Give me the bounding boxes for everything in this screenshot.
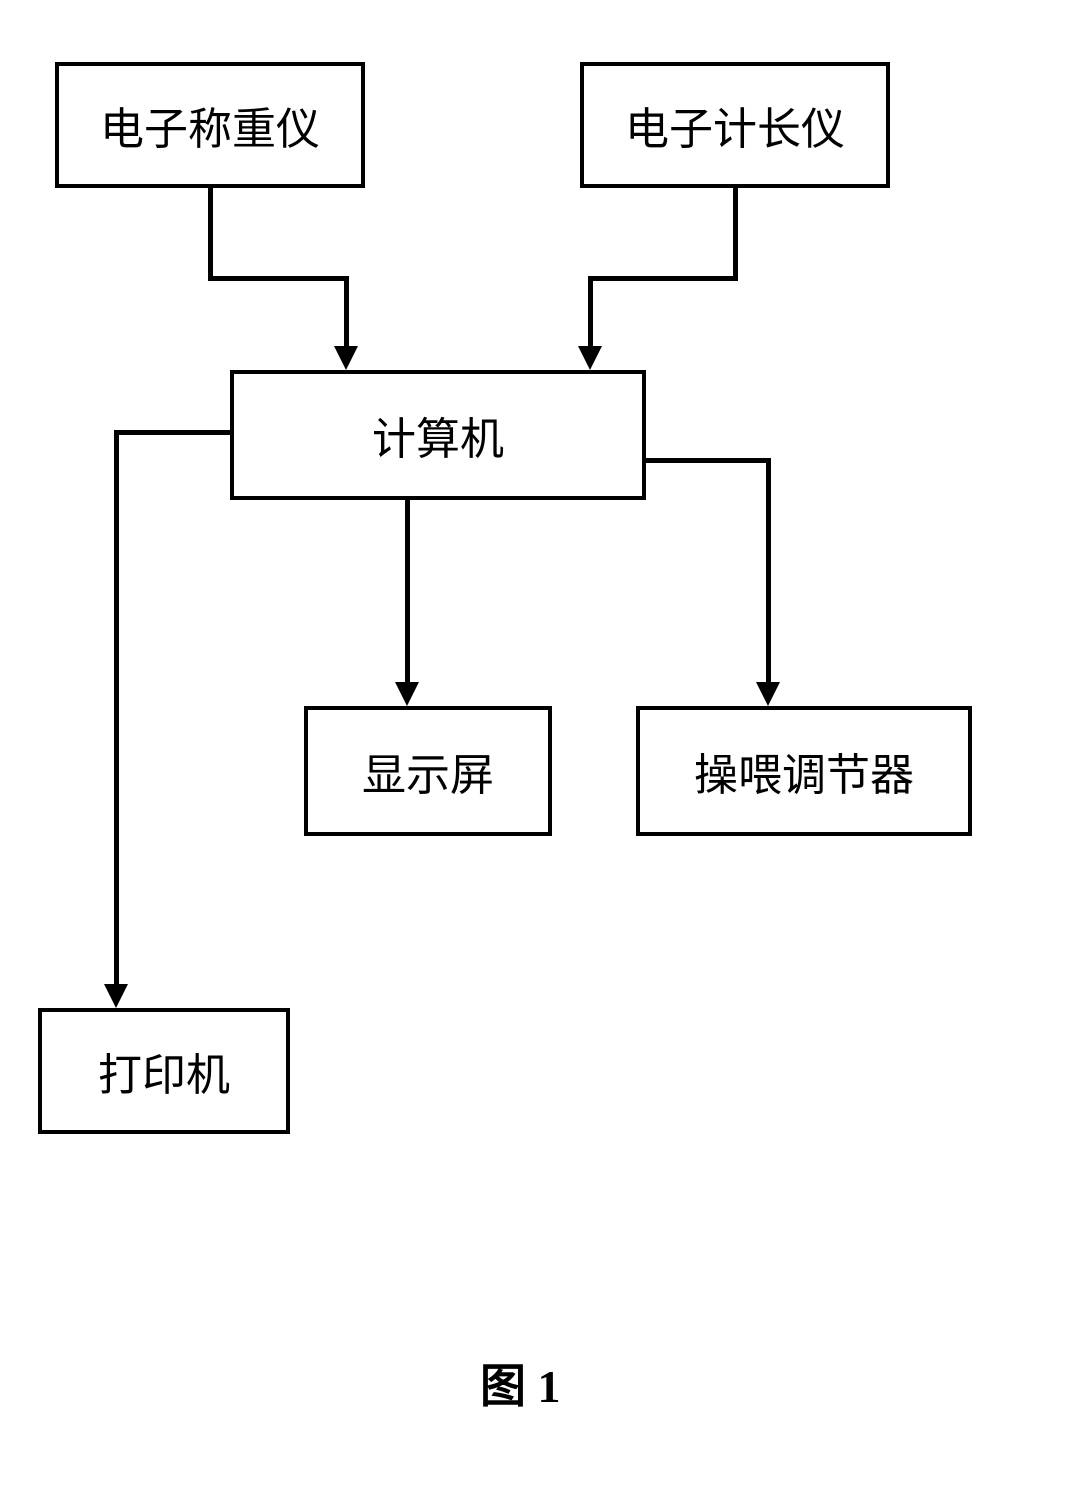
edge-weighing-computer	[344, 276, 349, 348]
node-regulator-label: 操喂调节器	[694, 739, 914, 803]
edge-weighing-computer	[208, 188, 213, 280]
edge-computer-display	[405, 500, 410, 684]
arrow-head-icon	[578, 346, 602, 370]
node-weighing-label: 电子称重仪	[100, 93, 320, 157]
edge-length-computer	[588, 276, 738, 281]
edge-computer-regulator	[766, 458, 771, 684]
edge-computer-printer	[114, 430, 119, 986]
node-display: 显示屏	[304, 706, 552, 836]
arrow-head-icon	[334, 346, 358, 370]
edge-length-computer	[733, 188, 738, 280]
edge-computer-regulator	[646, 458, 771, 463]
edge-computer-printer	[114, 430, 232, 435]
node-computer: 计算机	[230, 370, 646, 500]
node-length-label: 电子计长仪	[625, 93, 845, 157]
figure-caption: 图 1	[480, 1350, 561, 1416]
figure-caption-text: 图 1	[480, 1361, 561, 1412]
node-display-label: 显示屏	[362, 739, 494, 803]
arrow-head-icon	[395, 682, 419, 706]
arrow-head-icon	[104, 984, 128, 1008]
node-regulator: 操喂调节器	[636, 706, 972, 836]
arrow-head-icon	[756, 682, 780, 706]
edge-length-computer	[588, 276, 593, 348]
node-length: 电子计长仪	[580, 62, 890, 188]
node-weighing: 电子称重仪	[55, 62, 365, 188]
node-printer: 打印机	[38, 1008, 290, 1134]
node-printer-label: 打印机	[98, 1039, 230, 1103]
edge-weighing-computer	[208, 276, 349, 281]
node-computer-label: 计算机	[372, 403, 504, 467]
